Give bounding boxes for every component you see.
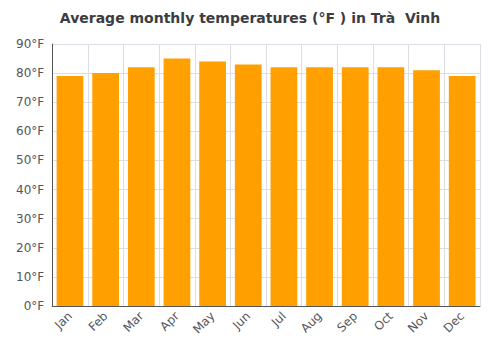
svg-text:80°F: 80°F xyxy=(16,66,44,80)
svg-text:Average monthly temperatures (: Average monthly temperatures (°F ) in Tr… xyxy=(60,10,440,26)
svg-text:0°F: 0°F xyxy=(24,299,45,313)
svg-text:Jan: Jan xyxy=(51,309,75,333)
svg-text:Apr: Apr xyxy=(157,309,182,334)
svg-text:50°F: 50°F xyxy=(16,153,44,167)
svg-text:Oct: Oct xyxy=(371,309,396,334)
svg-text:Mar: Mar xyxy=(120,309,146,335)
svg-text:10°F: 10°F xyxy=(16,270,44,284)
svg-text:Jun: Jun xyxy=(229,309,253,333)
svg-text:20°F: 20°F xyxy=(16,241,44,255)
svg-text:Dec: Dec xyxy=(441,309,467,335)
svg-text:40°F: 40°F xyxy=(16,183,44,197)
svg-text:Jul: Jul xyxy=(268,309,289,330)
svg-text:May: May xyxy=(190,309,217,336)
svg-text:Feb: Feb xyxy=(86,309,111,334)
svg-text:30°F: 30°F xyxy=(16,212,44,226)
svg-text:Sep: Sep xyxy=(334,309,360,335)
svg-text:90°F: 90°F xyxy=(16,37,44,51)
svg-text:Aug: Aug xyxy=(298,309,324,335)
svg-text:60°F: 60°F xyxy=(16,124,44,138)
svg-text:70°F: 70°F xyxy=(16,95,44,109)
svg-text:Nov: Nov xyxy=(405,309,431,335)
